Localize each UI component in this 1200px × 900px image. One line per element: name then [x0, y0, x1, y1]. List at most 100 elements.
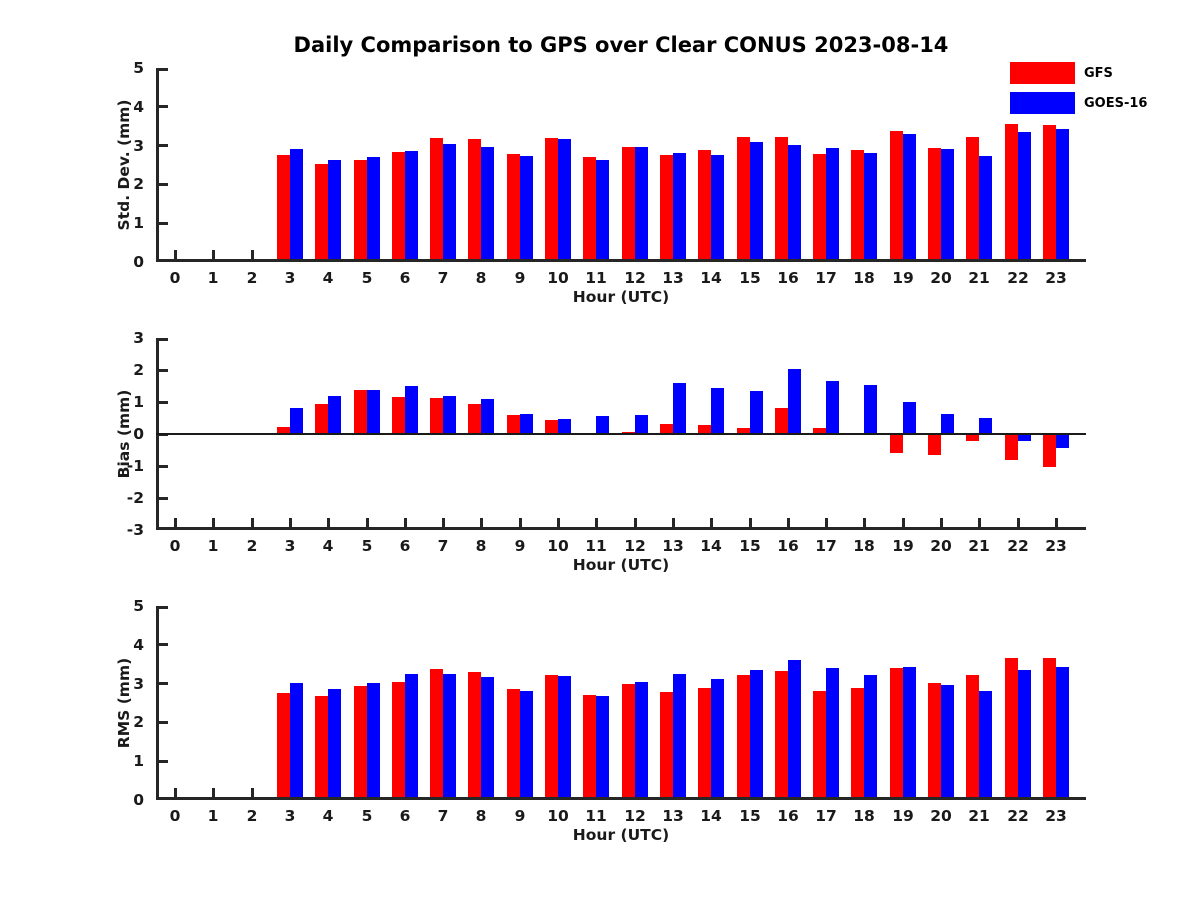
y-tick-label: 1: [133, 214, 144, 232]
bar-goes-16-hour-19: [903, 402, 916, 434]
bar-gfs-hour-11: [583, 695, 596, 800]
bar-gfs-hour-17: [813, 154, 826, 262]
x-tick-label: 6: [399, 807, 411, 825]
y-tick-label: 1: [133, 752, 144, 770]
y-tick-label: 3: [133, 675, 144, 693]
bar-gfs-hour-9: [507, 689, 520, 800]
bar-goes-16-hour-6: [405, 386, 418, 434]
x-tick-label: 22: [1007, 807, 1029, 825]
bar-gfs-hour-8: [468, 672, 481, 800]
bar-goes-16-hour-11: [596, 696, 609, 800]
bar-gfs-hour-21: [966, 675, 979, 800]
y-tick-label: 2: [133, 361, 144, 379]
x-tick-label: 11: [585, 807, 607, 825]
bar-goes-16-hour-20: [941, 685, 954, 800]
bar-goes-16-hour-13: [673, 153, 686, 262]
subplot-rms: RMS (mm) Hour (UTC) 0 1 2 3 4 5 0 1 2 3 4 5 6 7 8 9 10 11…: [115, 597, 1086, 844]
bar-gfs-hour-11: [583, 157, 596, 262]
x-axis-line: [156, 797, 1086, 800]
y-axis-label-rms: RMS (mm): [115, 657, 133, 749]
x-axis-label-hour-utc: Hour (UTC): [572, 288, 670, 306]
x-tick-mark: [1017, 518, 1020, 527]
x-tick-label: 10: [547, 537, 569, 555]
x-tick-label: 13: [662, 537, 684, 555]
x-tick-label: 17: [815, 537, 837, 555]
x-tick-mark: [327, 518, 330, 527]
bar-goes-16-hour-21: [979, 691, 992, 800]
x-tick-label: 7: [437, 269, 449, 287]
x-tick-label: 5: [361, 537, 373, 555]
bar-gfs-hour-4: [315, 696, 328, 800]
bar-gfs-hour-22: [1005, 124, 1018, 262]
x-tick-label: 1: [207, 807, 219, 825]
x-tick-mark: [902, 518, 905, 527]
legend-swatch-gfs: [1010, 62, 1075, 84]
bar-goes-16-hour-15: [750, 670, 763, 800]
bar-gfs-hour-9: [507, 415, 520, 434]
bar-goes-16-hour-13: [673, 674, 686, 800]
x-tick-label: 4: [322, 807, 334, 825]
bar-goes-16-hour-3: [290, 408, 303, 434]
x-axis-label-hour-utc: Hour (UTC): [572, 826, 670, 844]
bar-goes-16-hour-10: [558, 419, 571, 434]
bar-goes-16-hour-8: [481, 147, 494, 262]
x-tick-label: 16: [777, 807, 799, 825]
x-tick-label: 17: [815, 807, 837, 825]
x-tick-label: 23: [1045, 269, 1067, 287]
bar-gfs-hour-6: [392, 397, 405, 434]
bar-goes-16-hour-15: [750, 142, 763, 262]
x-tick-label: 16: [777, 537, 799, 555]
bar-gfs-hour-9: [507, 154, 520, 262]
bar-goes-16-hour-10: [558, 676, 571, 800]
bar-goes-16-hour-7: [443, 144, 456, 262]
subplot-bias: Bias (mm) Hour (UTC) -3 -2 -1 0 1 2 3 0 1 2 3 4 5 6 7 8…: [115, 329, 1086, 574]
bar-goes-16-hour-16: [788, 145, 801, 262]
y-tick-mark: [159, 760, 168, 763]
x-tick-label: 4: [322, 269, 334, 287]
bar-goes-16-hour-19: [903, 667, 916, 800]
y-tick-label: 5: [133, 59, 144, 77]
x-tick-mark: [174, 250, 177, 259]
x-tick-label: 9: [514, 537, 526, 555]
x-tick-mark: [749, 518, 752, 527]
x-tick-label: 12: [624, 269, 646, 287]
bar-gfs-hour-12: [622, 147, 635, 262]
y-tick-label: 0: [133, 425, 144, 443]
x-tick-label: 12: [624, 537, 646, 555]
bar-goes-16-hour-13: [673, 383, 686, 434]
y-tick-label: 0: [133, 791, 144, 809]
x-tick-mark: [978, 518, 981, 527]
y-tick-mark: [159, 497, 168, 500]
x-tick-mark: [710, 518, 713, 527]
bar-gfs-hour-17: [813, 691, 826, 800]
bar-goes-16-hour-22: [1018, 132, 1031, 262]
bar-goes-16-hour-23: [1056, 129, 1069, 262]
bar-gfs-hour-13: [660, 155, 673, 262]
bar-goes-16-hour-17: [826, 668, 839, 800]
x-tick-label: 21: [968, 269, 990, 287]
y-tick-label: 3: [133, 329, 144, 347]
x-tick-label: 10: [547, 807, 569, 825]
x-tick-label: 7: [437, 537, 449, 555]
legend-item-goes16: GOES-16: [1010, 92, 1147, 114]
x-tick-label: 15: [739, 807, 761, 825]
x-tick-mark: [174, 518, 177, 527]
y-tick-label: 2: [133, 713, 144, 731]
x-tick-mark: [863, 518, 866, 527]
y-tick-mark: [159, 606, 168, 609]
x-tick-label: 9: [514, 269, 526, 287]
bar-gfs-hour-4: [315, 404, 328, 434]
x-tick-label: 20: [930, 807, 952, 825]
bar-gfs-hour-20: [928, 148, 941, 262]
bar-gfs-hour-15: [737, 428, 750, 434]
bar-goes-16-hour-7: [443, 396, 456, 434]
y-tick-mark: [159, 465, 168, 468]
x-tick-label: 14: [700, 807, 722, 825]
x-tick-mark: [634, 518, 637, 527]
bar-goes-16-hour-9: [520, 691, 533, 800]
x-tick-label: 3: [284, 537, 296, 555]
bar-goes-16-hour-23: [1056, 667, 1069, 800]
bar-gfs-hour-23: [1043, 125, 1056, 262]
x-tick-label: 14: [700, 537, 722, 555]
